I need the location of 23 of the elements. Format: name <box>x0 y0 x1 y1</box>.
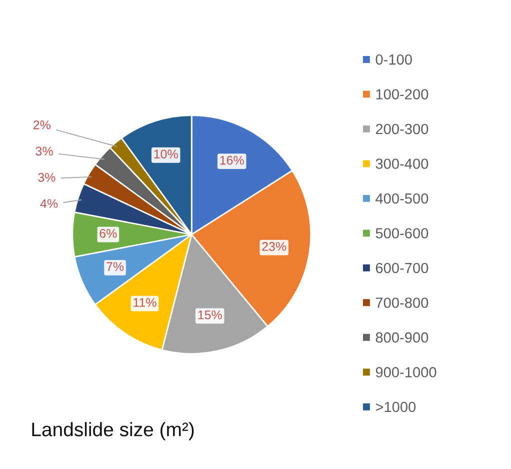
legend-label: 700-800 <box>376 298 428 308</box>
data-label: 3% <box>38 172 56 182</box>
legend-label: 300-400 <box>376 158 428 169</box>
legend-label: 100-200 <box>376 89 428 100</box>
legend-label: 600-700 <box>376 262 428 274</box>
legend-label: 800-900 <box>376 332 428 343</box>
data-label: 4% <box>40 199 58 208</box>
data-label: 16% <box>220 156 244 165</box>
legend-label: >1000 <box>376 402 416 412</box>
data-label: 11% <box>134 298 156 307</box>
legend-label: 400-500 <box>376 193 428 204</box>
legend-label: 500-600 <box>376 228 428 238</box>
data-label: 3% <box>36 146 53 156</box>
legend-label: 0-100 <box>376 54 412 65</box>
legend-label: 900-1000 <box>376 367 436 378</box>
data-label: 15% <box>198 310 222 320</box>
data-label: 10% <box>154 150 178 158</box>
legend-label: 200-300 <box>376 124 428 134</box>
data-label: 6% <box>100 229 117 238</box>
data-label: 23% <box>262 242 286 251</box>
data-label: 7% <box>106 262 124 271</box>
text: Landslide size (m²) <box>32 422 194 440</box>
data-label: 2% <box>33 120 50 130</box>
